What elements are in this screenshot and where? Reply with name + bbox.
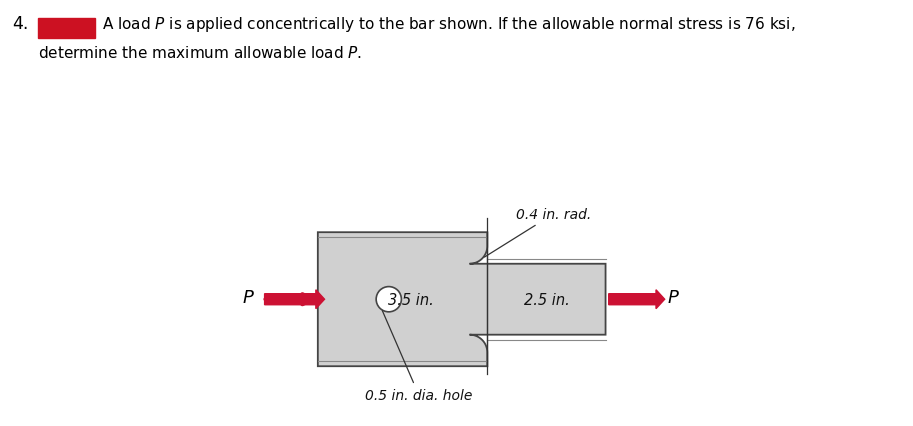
Text: $P$: $P$ [242, 288, 255, 307]
Polygon shape [318, 233, 605, 366]
Text: 0.5 in. dia. hole: 0.5 in. dia. hole [365, 311, 473, 402]
Text: $P$: $P$ [666, 288, 679, 307]
FancyArrow shape [265, 290, 324, 309]
Text: 0.4 in. rad.: 0.4 in. rad. [485, 207, 591, 257]
Text: 2.5 in.: 2.5 in. [523, 292, 570, 307]
FancyArrow shape [609, 290, 665, 309]
Text: 3.5 in.: 3.5 in. [388, 292, 434, 307]
Text: determine the maximum allowable load $P$.: determine the maximum allowable load $P$… [38, 45, 362, 60]
Bar [38, 19, 95, 39]
Text: 4.: 4. [12, 15, 28, 33]
Text: A load $P$ is applied concentrically to the bar shown. If the allowable normal s: A load $P$ is applied concentrically to … [102, 15, 796, 34]
Circle shape [376, 287, 402, 312]
